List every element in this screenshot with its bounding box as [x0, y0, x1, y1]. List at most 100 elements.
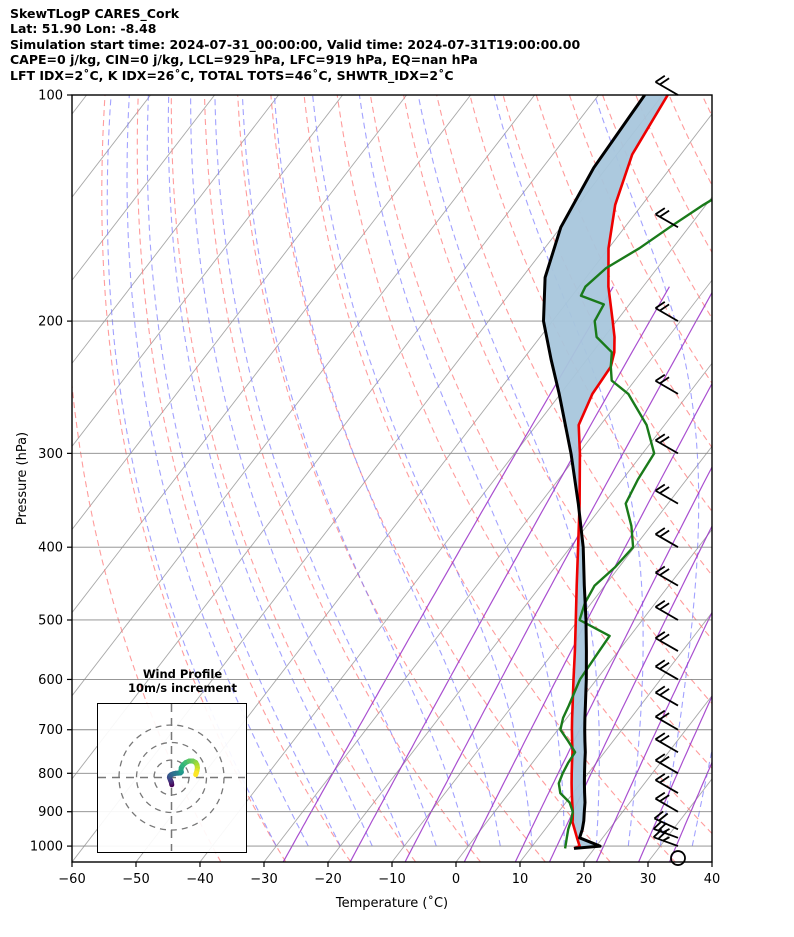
isotherm-line — [72, 95, 279, 365]
wind-barb — [655, 373, 679, 395]
dry-adiabat-line — [270, 95, 611, 862]
dry-adiabat-line — [237, 95, 546, 862]
hodograph-ring — [135, 741, 208, 814]
parcel-shaded-region — [543, 95, 668, 849]
y-tick-label: 700 — [38, 723, 63, 738]
dry-adiabat-line — [303, 95, 676, 862]
dry-adiabat-line — [101, 95, 287, 862]
header-line-latlon: Lat: 51.90 Lon: -8.48 — [10, 21, 157, 37]
wind-barb — [655, 659, 679, 681]
mixing-ratio-line — [595, 611, 712, 862]
moist-adiabat-line — [214, 95, 437, 847]
isotherm-line — [327, 362, 712, 862]
isotherm-line — [391, 445, 712, 862]
y-axis-label: Pressure (hPa) — [15, 432, 30, 525]
x-tick-label: −60 — [58, 872, 85, 887]
y-tick-label: 200 — [38, 315, 63, 330]
moist-adiabat-line — [358, 95, 565, 847]
x-tick-label: −20 — [314, 872, 341, 887]
x-tick-label: −30 — [250, 872, 277, 887]
hodograph-trace-segment — [193, 770, 199, 778]
moist-adiabat-line — [241, 95, 469, 847]
hodograph-canvas — [98, 704, 245, 851]
mixing-ratio-line — [282, 286, 614, 862]
moist-adiabat-line — [106, 95, 277, 847]
wind-barb — [655, 631, 679, 652]
wind-barb — [655, 685, 679, 707]
y-tick-label: 900 — [38, 805, 63, 820]
isotherm-line — [72, 95, 343, 448]
isotherm-line — [583, 695, 712, 862]
wind-profile-title: Wind Profile 10m/s increment — [95, 667, 270, 695]
dry-adiabat-line — [635, 95, 712, 254]
x-tick-label: −10 — [378, 872, 405, 887]
mixing-ratio-line — [668, 760, 712, 862]
wind-barb — [655, 301, 679, 322]
wind-barb — [655, 207, 679, 229]
x-tick-label: 0 — [452, 872, 460, 887]
header-line-times: Simulation start time: 2024-07-31_00:00:… — [10, 36, 581, 52]
isotherm-line — [455, 528, 712, 862]
wind-barb — [655, 527, 679, 548]
x-tick-label: 40 — [704, 872, 721, 887]
isotherm-line — [199, 196, 712, 862]
isotherm-line — [72, 95, 87, 115]
wind-barb — [655, 75, 679, 96]
wind-profile-title-line2: 10m/s increment — [128, 680, 237, 695]
isotherm-line — [711, 861, 712, 862]
isotherm-line — [72, 95, 535, 697]
temperature-profile-line — [542, 95, 646, 850]
y-tick-label: 300 — [38, 447, 63, 462]
x-tick-label: 10 — [512, 872, 529, 887]
moist-adiabat-line — [493, 95, 644, 847]
y-tick-label: 100 — [38, 89, 63, 104]
dry-adiabat-line — [336, 95, 712, 835]
wind-barb — [655, 791, 679, 813]
moist-adiabat-line — [724, 95, 794, 846]
wind-barb-calm-circle — [670, 850, 686, 866]
x-axis-label: Temperature (˚C) — [335, 895, 448, 911]
mixing-ratio-line — [463, 382, 712, 862]
header-line-title: SkewTLogP CARES_Cork — [10, 6, 180, 21]
moist-adiabat-line — [126, 95, 309, 847]
wind-barb — [655, 600, 679, 621]
isotherm-line — [519, 611, 712, 862]
moist-adiabat-line — [167, 95, 373, 847]
y-tick-label: 1000 — [30, 840, 63, 855]
isotherm-line — [72, 95, 407, 531]
x-tick-label: −50 — [122, 872, 149, 887]
isotherm-line — [776, 95, 794, 862]
x-tick-label: −40 — [186, 872, 213, 887]
wind-barb — [655, 732, 679, 754]
dry-adiabat-line — [735, 95, 794, 862]
mixing-ratio-line — [349, 286, 670, 862]
header-line-indices-2: LFT IDX=2˚C, K IDX=26˚C, TOTAL TOTS=46˚C… — [10, 67, 454, 83]
y-tick-label: 600 — [38, 673, 63, 688]
isotherm-line — [72, 95, 471, 614]
wind-barb — [655, 483, 679, 505]
wind-profile-title-line1: Wind Profile — [142, 667, 223, 681]
moist-adiabat-line — [417, 95, 600, 847]
isotherm-line — [72, 95, 215, 281]
moist-adiabat-line — [312, 95, 533, 847]
dry-adiabat-line — [136, 95, 352, 862]
wind-barb — [655, 433, 679, 455]
isotherm-line — [263, 279, 712, 862]
y-tick-label: 500 — [38, 613, 63, 628]
mixing-ratio-line — [514, 465, 712, 862]
header-info-block: SkewTLogP CARES_Cork Lat: 51.90 Lon: -8.… — [10, 6, 710, 83]
moist-adiabat-line — [273, 95, 501, 847]
dewpoint-profile-line — [557, 198, 712, 849]
x-tick-label: 20 — [576, 872, 593, 887]
moist-adiabat-line — [190, 95, 405, 847]
wind-barb — [655, 565, 679, 587]
y-tick-label: 400 — [38, 541, 63, 556]
x-tick-label: 30 — [640, 872, 657, 887]
wind-barb — [655, 773, 679, 794]
wind-barb — [653, 810, 679, 831]
dry-adiabat-line — [701, 95, 712, 118]
wind-profile-hodograph-box — [97, 703, 247, 853]
header-line-indices-1: CAPE=0 j/kg, CIN=0 j/kg, LCL=929 hPa, LF… — [10, 52, 478, 68]
mixing-ratio-line — [404, 291, 712, 862]
y-tick-label: 800 — [38, 767, 63, 782]
